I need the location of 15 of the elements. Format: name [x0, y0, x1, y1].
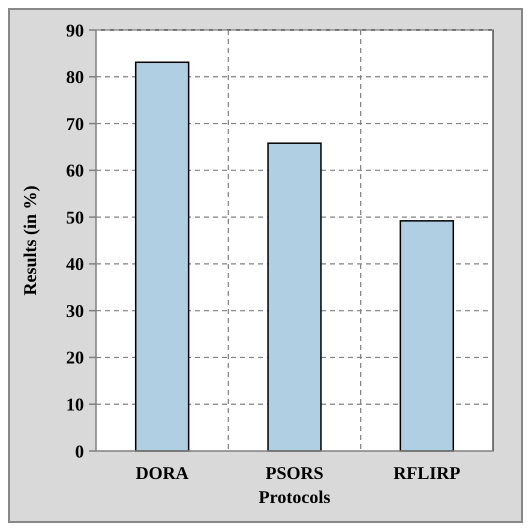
- x-tick-label: PSORS: [265, 463, 324, 483]
- x-tick-label: DORA: [136, 463, 189, 483]
- y-tick-label: 80: [66, 67, 84, 88]
- y-tick-label: 70: [66, 114, 84, 134]
- x-tick-label: RFLIRP: [393, 463, 460, 483]
- y-tick-label: 40: [66, 254, 84, 274]
- y-tick-label: 90: [66, 20, 84, 40]
- y-tick-label: 60: [66, 160, 84, 181]
- x-axis-title: Protocols: [258, 487, 330, 507]
- y-tick-label: 30: [66, 300, 84, 321]
- y-tick-label: 50: [66, 207, 84, 228]
- y-tick-label: 10: [66, 394, 84, 415]
- y-tick-label: 20: [66, 348, 84, 368]
- y-tick-label: 0: [75, 441, 84, 462]
- y-axis-title: Results (in %): [20, 185, 40, 296]
